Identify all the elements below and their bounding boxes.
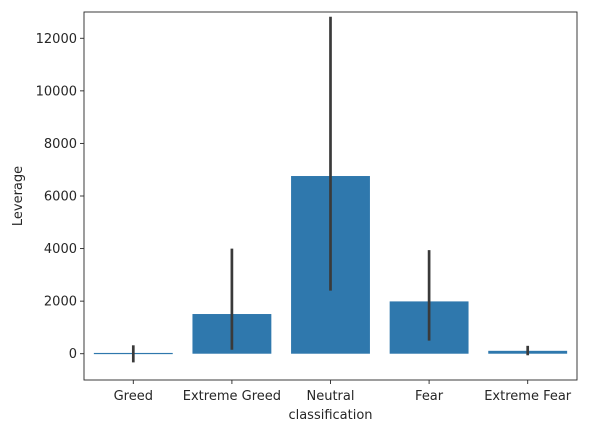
- x-axis: Greed Extreme Greed Neutral Fear Extreme Fea…: [114, 380, 572, 404]
- error-bars-layer: [131, 16, 530, 363]
- x-tick-label: Fear: [415, 389, 444, 404]
- y-tick-label: 6000: [44, 190, 77, 205]
- y-tick-label: 8000: [44, 137, 77, 152]
- y-tick-label: 10000: [36, 84, 77, 99]
- x-tick-label: Extreme Fear: [484, 389, 572, 404]
- x-axis-label: classification: [288, 408, 372, 423]
- y-tick-label: 0: [69, 347, 77, 362]
- y-tick-label: 4000: [44, 242, 77, 257]
- x-tick-label: Extreme Greed: [183, 389, 281, 404]
- y-tick-label: 2000: [44, 295, 77, 310]
- y-tick-label: 12000: [36, 32, 77, 47]
- y-axis: 0 2000 4000 6000 8000 10000 12000: [36, 32, 84, 362]
- x-tick-label: Greed: [114, 389, 153, 404]
- x-tick-label: Neutral: [307, 389, 355, 404]
- y-axis-label: Leverage: [11, 166, 26, 226]
